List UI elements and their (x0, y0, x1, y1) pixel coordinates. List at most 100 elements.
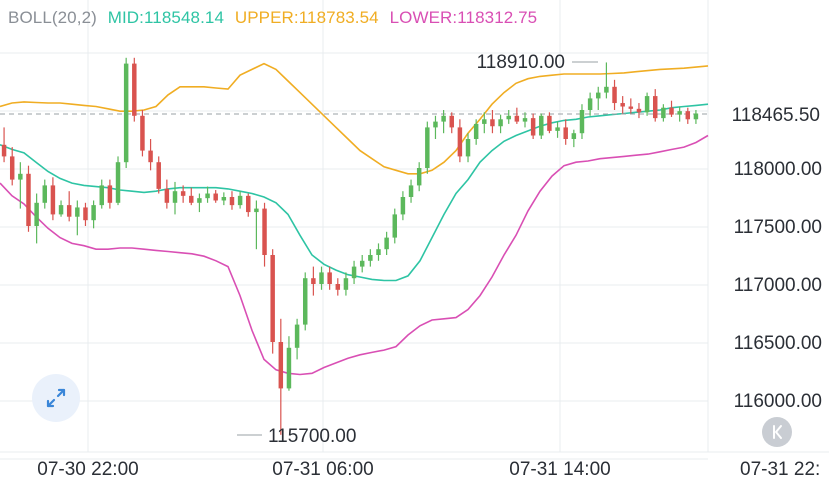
candle (262, 202, 267, 267)
candle-body (441, 115, 446, 122)
candle-body (368, 255, 373, 261)
candle-body (115, 162, 121, 203)
candle (669, 100, 674, 117)
candle (579, 104, 585, 139)
candle (148, 139, 153, 171)
candle-body (343, 278, 349, 290)
candle (522, 112, 528, 128)
candle-body (457, 127, 463, 157)
candle-body (579, 110, 585, 134)
candle-body (262, 208, 267, 255)
expand-arrows-icon (46, 388, 66, 408)
x-tick-label: 07-31 14:00 (509, 459, 610, 480)
candle (620, 96, 625, 114)
candle-body (530, 118, 536, 136)
candle-body (652, 96, 658, 119)
low-price-label: 115700.00 (268, 426, 356, 447)
candle (197, 193, 202, 213)
indicator-legend: BOLL(20,2) MID:118548.14 UPPER:118783.54… (8, 8, 543, 28)
candle-body (18, 173, 23, 180)
candle (652, 89, 658, 122)
candle-body (75, 207, 80, 217)
candle-body (644, 96, 650, 113)
candle (107, 179, 113, 209)
candle-body (319, 272, 324, 284)
candle-body (473, 123, 479, 139)
candle-body (636, 108, 642, 113)
candle-body (408, 185, 414, 197)
y-tick-label: 116000.00 (734, 391, 822, 412)
candle-body (400, 197, 406, 215)
candle (392, 208, 398, 244)
candle (416, 162, 422, 192)
candle (449, 112, 454, 134)
candle (547, 112, 552, 134)
candle (368, 249, 373, 267)
candle (555, 121, 560, 138)
candle (433, 115, 438, 139)
x-tick-label: 07-30 22:00 (37, 459, 138, 480)
candle-body (9, 156, 15, 180)
candle-body (197, 198, 202, 203)
current-price-label: 118465.50 (732, 105, 820, 126)
candle-body (628, 106, 634, 109)
candle (644, 92, 650, 116)
candle-body (661, 107, 666, 119)
candle (506, 110, 511, 124)
candle-body (50, 185, 56, 215)
y-axis: 118000.00 117500.00 117000.00 116500.00 … (732, 105, 822, 412)
candle-body (91, 205, 96, 221)
candle (286, 336, 292, 391)
candle-body (596, 92, 601, 99)
candle-body (1, 144, 7, 157)
candle (205, 186, 210, 203)
candle (677, 106, 682, 122)
candle (302, 272, 308, 331)
candle (294, 318, 300, 360)
candle-body (587, 98, 593, 110)
candle (237, 191, 243, 209)
candle (278, 318, 284, 435)
candle (156, 156, 161, 194)
candle-body (156, 162, 161, 189)
candle-body (506, 115, 511, 120)
candle-body (278, 342, 284, 389)
candle (132, 57, 137, 122)
candle (189, 187, 194, 206)
candle-body (693, 113, 699, 120)
candle (498, 114, 503, 134)
candle (58, 200, 64, 217)
candle (425, 121, 430, 174)
candle-body (172, 191, 178, 203)
candle (563, 119, 568, 145)
candle (457, 119, 463, 163)
candle (335, 278, 341, 296)
candle-body (286, 347, 292, 389)
candle-body (83, 207, 88, 221)
candle-body (66, 205, 72, 217)
candle (91, 200, 96, 229)
candle (539, 113, 544, 139)
candle (319, 266, 324, 290)
candle-body (416, 168, 422, 186)
candle (254, 200, 259, 250)
extreme-markers: 118910.00 115700.00 (237, 52, 598, 447)
expand-chart-button[interactable] (32, 374, 80, 422)
candle-body (384, 237, 389, 250)
scroll-to-latest-button[interactable] (762, 417, 792, 447)
candle-body (522, 118, 528, 122)
y-tick-label: 117000.00 (734, 275, 822, 296)
candle (376, 243, 381, 261)
candle (26, 165, 31, 232)
candle-body (449, 115, 454, 128)
candle (604, 62, 609, 99)
candle (612, 79, 617, 110)
candle-body (311, 278, 316, 284)
candle-body (335, 284, 341, 290)
candle-body (189, 195, 194, 203)
candle (42, 179, 48, 209)
x-tick-label: 07-31 06:00 (272, 459, 373, 480)
candle (221, 192, 227, 206)
